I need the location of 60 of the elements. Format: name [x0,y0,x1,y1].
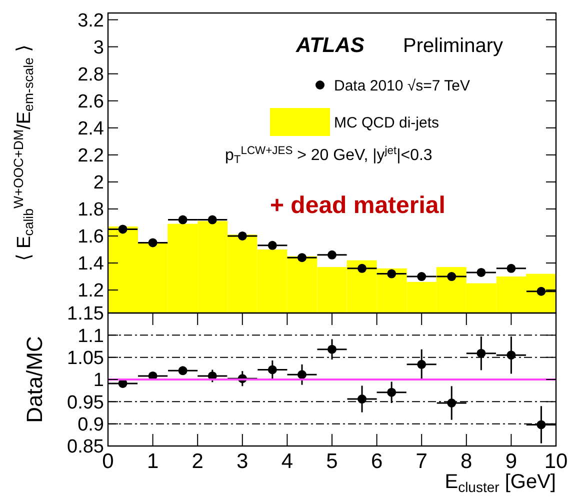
point [536,286,546,296]
point [268,240,277,250]
y-tick-label: 2.6 [78,91,104,112]
point [328,250,336,260]
point [417,272,426,282]
point [297,370,306,380]
point [506,264,516,273]
point [268,365,277,374]
point [447,272,456,282]
x-tick-label: 9 [505,450,518,473]
point [358,264,367,273]
x-tick-label: 10 [544,450,568,473]
annotation: ATLAS [295,34,364,57]
point [208,215,217,224]
annotation: p$_{T}$$^{LCW+JES}$ > 20 GeV, |y$^{jet}$|<0.3 [225,144,432,166]
y-tick-label: 1.2 [78,280,104,302]
y-tick-label: 2.4 [78,118,104,140]
point [476,268,486,277]
y-tick-label: 1.15 [67,304,104,325]
annotation: Preliminary [403,35,504,57]
y-tick-label: 0.95 [67,392,104,414]
annotation: + dead material [270,192,446,219]
y-tick-label: 3 [93,37,104,58]
y-tick-label: 1 [93,370,104,392]
point [358,394,367,404]
y-tick-label: 1.4 [78,254,104,275]
y-tick-label: 1.05 [67,348,104,369]
y-tick-label: 3.2 [78,10,104,32]
point [476,348,486,358]
y-axis-title: Data/MC [22,336,47,423]
point [178,366,188,376]
y-tick-label: 1.8 [78,200,104,221]
x-tick-label: 3 [236,450,248,473]
y-tick-label: 0.9 [78,414,104,436]
y-tick-label: 2.8 [78,64,104,86]
y-tick-label: 0.85 [67,436,104,458]
legend-label: MC QCD di-jets [334,114,440,132]
x-tick-label: 2 [192,450,204,473]
point [387,388,396,397]
point [328,344,336,354]
point [148,238,158,248]
point [238,231,247,240]
legend-label: Data 2010 √s=7 TeV [334,77,470,94]
x-tick-label: 5 [326,450,338,473]
y-tick-label: 1.1 [78,326,104,347]
y-tick-label: 2 [93,172,104,194]
point [417,360,426,369]
y-tick-label: 2.2 [78,146,104,167]
x-tick-label: 8 [460,450,472,473]
x-axis-title: E$_{cluster}$ [GeV] [444,471,556,494]
x-tick-label: 1 [146,450,159,473]
point [297,253,306,262]
x-tick-label: 0 [102,450,114,473]
point [387,269,396,278]
x-tick-label: 6 [370,450,383,473]
x-tick-label: 4 [281,450,294,473]
point [178,215,188,224]
y-tick-label: 1.6 [78,226,104,248]
point [118,224,128,234]
x-tick-label: 7 [416,450,428,473]
